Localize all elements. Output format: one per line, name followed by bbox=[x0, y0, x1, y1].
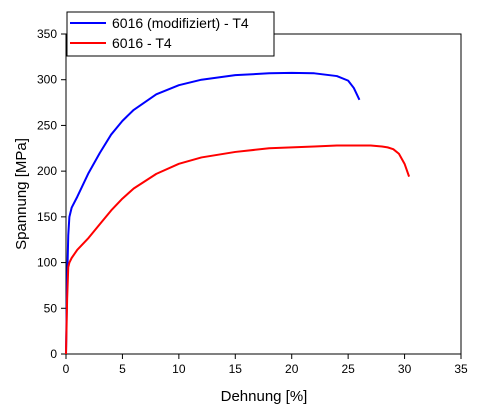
y-tick-label: 150 bbox=[37, 210, 57, 224]
y-axis-title: Spannung [MPa] bbox=[13, 138, 30, 250]
plot-frame bbox=[65, 33, 462, 355]
y-tick-label: 350 bbox=[37, 27, 57, 41]
x-tick-label: 35 bbox=[454, 362, 468, 376]
x-axis-title: Dehnung [%] bbox=[221, 388, 308, 405]
legend-label-series-2: 6016 - T4 bbox=[112, 35, 172, 51]
series-line-2 bbox=[65, 144, 411, 355]
y-tick-label: 250 bbox=[37, 118, 57, 132]
x-tick-label: 20 bbox=[285, 362, 299, 376]
legend-label-series-1: 6016 (modifiziert) - T4 bbox=[112, 15, 249, 31]
legend: 6016 (modifiziert) - T4 6016 - T4 bbox=[66, 11, 275, 57]
series-line-1 bbox=[65, 71, 361, 355]
legend-box bbox=[66, 11, 275, 57]
y-tick-label: 300 bbox=[37, 73, 57, 87]
y-tick-label: 200 bbox=[37, 164, 57, 178]
y-tick-label: 0 bbox=[50, 347, 57, 361]
x-tick-label: 5 bbox=[119, 362, 126, 376]
x-tick-label: 30 bbox=[398, 362, 412, 376]
y-tick-label: 100 bbox=[37, 256, 57, 270]
y-axis: 0 50 100 150 200 250 300 350 bbox=[37, 27, 66, 361]
y-tick-label: 50 bbox=[44, 301, 58, 315]
x-axis: 0 5 10 15 20 25 30 35 bbox=[63, 354, 468, 376]
series-lines bbox=[65, 71, 411, 355]
x-tick-label: 10 bbox=[172, 362, 186, 376]
x-tick-label: 0 bbox=[63, 362, 70, 376]
x-tick-label: 15 bbox=[229, 362, 243, 376]
x-tick-label: 25 bbox=[341, 362, 355, 376]
